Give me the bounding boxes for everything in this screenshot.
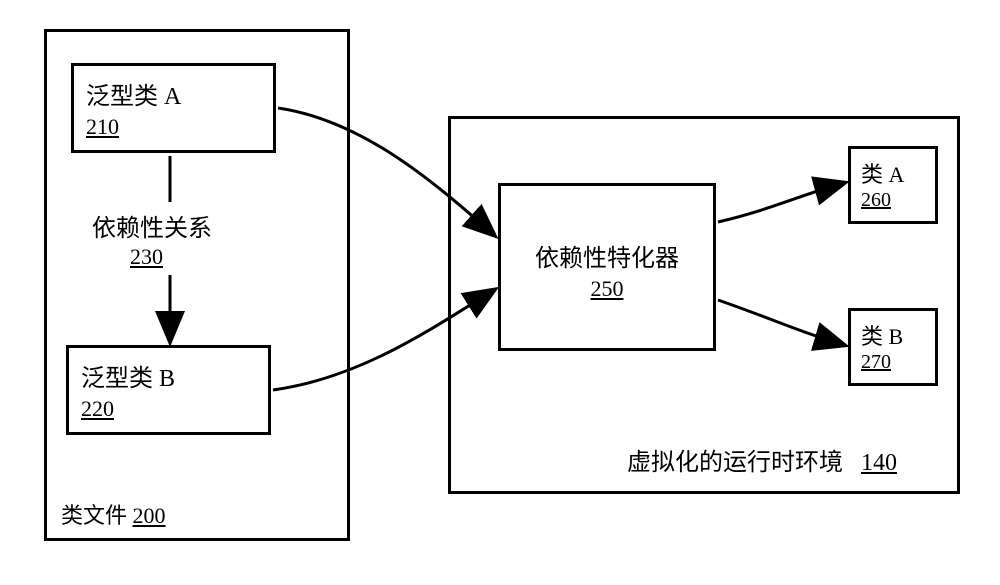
- node-generic-b: 泛型类 B 220: [66, 345, 271, 435]
- generic-a-label: 泛型类 A: [86, 76, 181, 111]
- generic-b-label: 泛型类 B: [81, 358, 175, 393]
- container-class-file-label: 类文件 200: [61, 498, 166, 530]
- node-class-a: 类 A 260: [848, 146, 938, 224]
- class-file-text: 类文件: [61, 503, 127, 528]
- node-class-b: 类 B 270: [848, 308, 938, 386]
- node-specializer: 依赖性特化器 250: [498, 183, 716, 351]
- class-a-label: 类 A: [861, 157, 904, 189]
- class-b-ref: 270: [861, 351, 891, 374]
- class-file-ref: 200: [133, 503, 166, 528]
- specializer-ref: 250: [501, 276, 713, 302]
- runtime-env-ref: 140: [861, 450, 897, 476]
- specializer-label: 依赖性特化器: [501, 238, 713, 273]
- dep-relationship-ref: 230: [130, 244, 163, 270]
- node-generic-a: 泛型类 A 210: [71, 63, 276, 153]
- diagram-canvas: 类文件 200 泛型类 A 210 依赖性关系 230 泛型类 B 220 虚拟…: [0, 0, 1000, 585]
- runtime-env-label: 虚拟化的运行时环境 140: [627, 442, 897, 477]
- class-b-label: 类 B: [861, 319, 903, 351]
- runtime-env-text: 虚拟化的运行时环境: [627, 450, 843, 476]
- class-a-ref: 260: [861, 189, 891, 212]
- dep-relationship-label: 依赖性关系: [92, 208, 212, 243]
- generic-b-ref: 220: [81, 396, 114, 422]
- generic-a-ref: 210: [86, 114, 119, 140]
